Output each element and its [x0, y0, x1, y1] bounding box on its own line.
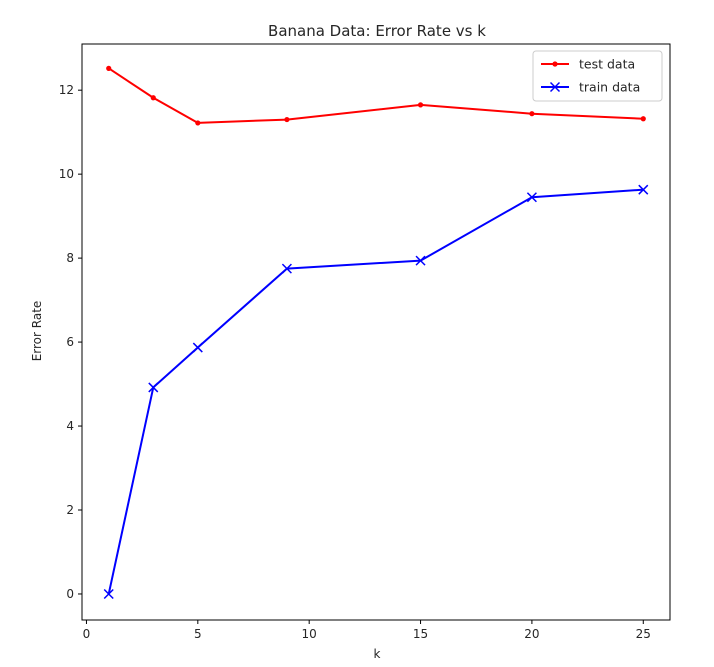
data-point-train-data: [148, 382, 159, 393]
legend: test data train data: [532, 50, 663, 102]
data-point-train-data: [281, 263, 292, 274]
marker-stroke: [526, 192, 537, 203]
y-tick-label: 8: [66, 251, 74, 265]
y-tick-label: 0: [66, 587, 74, 601]
series-line-train-data: [107, 188, 644, 595]
y-axis-label: Error Rate: [30, 301, 44, 362]
data-point-train-data: [638, 184, 649, 195]
data-point-test-data: [284, 116, 290, 123]
marker-stroke: [103, 588, 114, 600]
y-tick-label: 10: [59, 167, 74, 181]
data-point-train-data: [526, 192, 537, 203]
data-point-test-data: [640, 116, 646, 122]
data-point-test-data: [529, 111, 535, 117]
x-tick-label: 15: [413, 627, 428, 641]
marker-stroke: [549, 81, 561, 93]
data-point-train-data: [103, 588, 114, 600]
x-axis-label: k: [374, 647, 381, 661]
y-tick-label: 2: [66, 503, 74, 517]
legend-entries: test data train data: [541, 57, 640, 95]
marker-stroke: [192, 342, 203, 353]
x-tick-label: 20: [524, 627, 539, 641]
data-point-test-data: [150, 95, 156, 101]
series-test-data: [106, 65, 646, 126]
data-point-train-data: [192, 342, 203, 353]
plot-area: 0 5 10 15 20 25 0 2 4 6 8 10 12: [59, 43, 671, 641]
chart-title: Banana Data: Error Rate vs k: [268, 22, 486, 40]
data-point-test-data: [195, 120, 201, 126]
legend-item-train-data: train data: [541, 80, 640, 95]
marker-stroke: [638, 184, 649, 195]
y-tick-label: 12: [59, 83, 74, 97]
x-tick-label: 0: [83, 627, 91, 641]
data-point-train-data: [415, 255, 426, 266]
marker-stroke: [281, 263, 292, 274]
marker-stroke: [148, 382, 159, 393]
legend-item-test-data: test data: [541, 57, 635, 72]
data-point-test-data: [417, 102, 424, 108]
series-train-data: [103, 184, 649, 600]
legend-marker: [552, 61, 558, 67]
axes-frame: [81, 43, 671, 621]
x-tick-label: 10: [302, 627, 317, 641]
x-tick-label: 25: [636, 627, 651, 641]
y-tick-label: 4: [66, 419, 74, 433]
x-tick-label: 5: [194, 627, 202, 641]
data-point-test-data: [106, 65, 112, 71]
legend-label: train data: [579, 80, 640, 95]
marker-stroke: [415, 255, 426, 266]
legend-label: test data: [579, 57, 635, 72]
y-tick-label: 6: [66, 335, 74, 349]
legend-marker: [549, 81, 561, 93]
